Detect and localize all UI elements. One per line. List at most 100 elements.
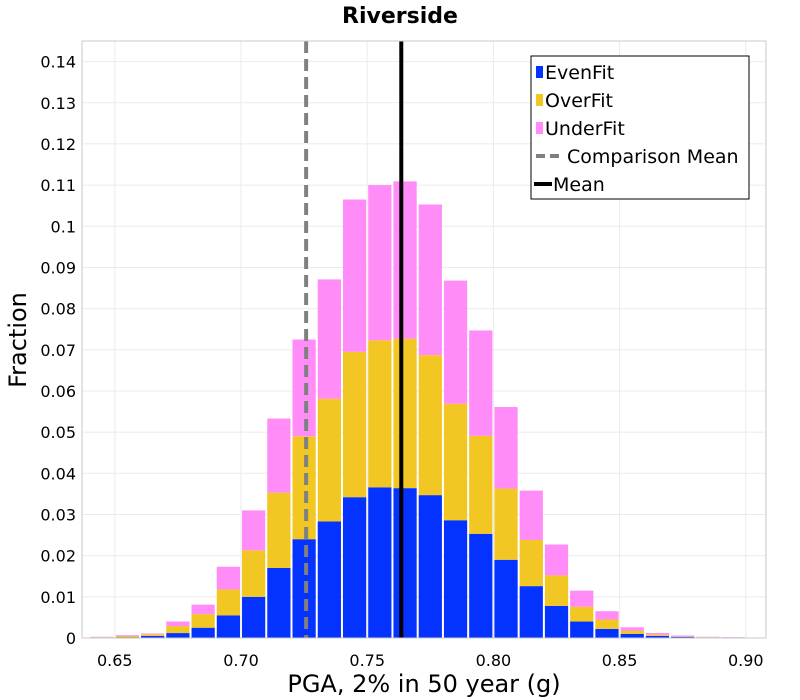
bar-segment-overfit [595,619,619,629]
bar-segment-overfit [292,436,316,540]
x-tick-label: 0.85 [602,651,638,670]
legend-box [530,55,750,200]
bar-segment-evenfit [570,621,594,638]
bar-segment-overfit [469,435,493,534]
bar-segment-underfit [317,279,341,399]
bar-segment-overfit [242,550,266,597]
y-tick-label: 0.13 [40,94,76,113]
bar-segment-overfit [519,540,543,587]
y-tick-label: 0 [66,629,76,648]
bar-segment-evenfit [393,488,417,638]
bar-segment-overfit [620,630,644,634]
x-axis-label: PGA, 2% in 50 year (g) [287,670,560,698]
x-tick-label: 0.65 [97,651,133,670]
bar-segment-evenfit [671,636,695,638]
legend-label: UnderFit [545,118,625,140]
bar-segment-overfit [267,492,291,569]
y-tick-label: 0.08 [40,300,76,319]
bar-segment-overfit [418,355,442,496]
bar-segment-underfit [368,185,392,341]
x-axis-ticks: 0.65 0.70 0.75 0.80 0.85 0.90 [97,651,764,670]
bar-segment-evenfit [166,633,190,638]
bar-segment-overfit [368,340,392,488]
legend-label: Mean [553,174,605,196]
legend-swatch [536,94,543,106]
y-tick-label: 0.1 [51,217,76,236]
y-tick-label: 0.02 [40,547,76,566]
bar-segment-evenfit [216,615,241,638]
y-tick-label: 0.11 [40,176,76,195]
bar-segment-underfit [570,590,594,607]
y-tick-label: 0.14 [40,53,76,72]
legend-label: EvenFit [545,62,614,84]
bar-segment-overfit [317,398,341,522]
bar-segment-underfit [443,280,468,404]
bar-segment-evenfit [317,521,341,638]
legend-label: Comparison Mean [567,146,739,168]
bar-segment-evenfit [595,628,619,638]
bar-segment-underfit [418,204,442,356]
bar-segment-evenfit [242,596,266,638]
bar-segment-underfit [292,339,316,437]
y-tick-label: 0.03 [40,505,76,524]
bar-segment-underfit [267,418,291,493]
chart-title: Riverside [342,4,458,29]
bar-segment-overfit [494,488,518,560]
y-axis-ticks: 0 0.01 0.02 0.03 0.04 0.05 0.06 0.07 0.08 0.09 0.1… [40,53,76,648]
bar-segment-overfit [544,575,569,606]
y-tick-label: 0.06 [40,382,76,401]
reference-lines [304,41,404,638]
bar-segment-evenfit [418,495,442,638]
bar-segment-evenfit [292,539,316,638]
bar-segment-underfit [141,633,165,635]
bar-segment-overfit [191,614,215,628]
bar-segment-overfit [393,338,417,489]
x-tick-label: 0.75 [349,651,385,670]
bar-segment-overfit [570,606,594,622]
y-tick-label: 0.01 [40,588,76,607]
bar-segment-evenfit [191,627,215,638]
bar-segment-overfit [216,589,241,616]
bar-segment-evenfit [267,568,291,638]
y-tick-label: 0.04 [40,464,76,483]
bar-segment-overfit [645,634,670,636]
bar-segment-evenfit [141,635,165,638]
bar-segment-overfit [443,403,468,521]
bar-segment-evenfit [620,633,644,638]
bar-segment-underfit [519,490,543,541]
bar-segment-underfit [393,181,417,339]
legend-swatch [536,122,543,134]
y-tick-label: 0.09 [40,258,76,277]
bar-segment-underfit [544,544,569,576]
x-tick-label: 0.80 [476,651,512,670]
bar-segment-underfit [191,604,215,615]
bar-segment-overfit [166,626,190,634]
bar-segment-evenfit [443,520,468,638]
bar-segment-evenfit [519,586,543,638]
bars [90,181,745,638]
bar-segment-evenfit [544,605,569,638]
x-tick-label: 0.70 [223,651,259,670]
bar-segment-overfit [342,351,367,498]
bar-segment-evenfit [368,487,392,638]
bar-segment-underfit [242,510,266,551]
bar-segment-underfit [595,611,619,620]
bar-segment-underfit [115,635,140,636]
bar-segment-underfit [469,330,493,436]
bar-segment-underfit [671,635,695,637]
bar-segment-overfit [115,635,140,638]
legend: EvenFit OverFit UnderFit Comparison Mean Mea… [530,55,750,200]
y-tick-label: 0.07 [40,341,76,360]
bar-segment-evenfit [645,635,670,638]
bar-segment-underfit [216,566,241,590]
bar-segment-underfit [166,621,190,627]
bar-segment-underfit [342,199,367,352]
bar-segment-underfit [494,407,518,489]
legend-label: OverFit [545,90,613,112]
bar-segment-evenfit [494,559,518,638]
y-tick-label: 0.12 [40,135,76,154]
bar-segment-underfit [645,633,670,635]
legend-swatch [536,66,543,78]
x-tick-label: 0.90 [728,651,764,670]
